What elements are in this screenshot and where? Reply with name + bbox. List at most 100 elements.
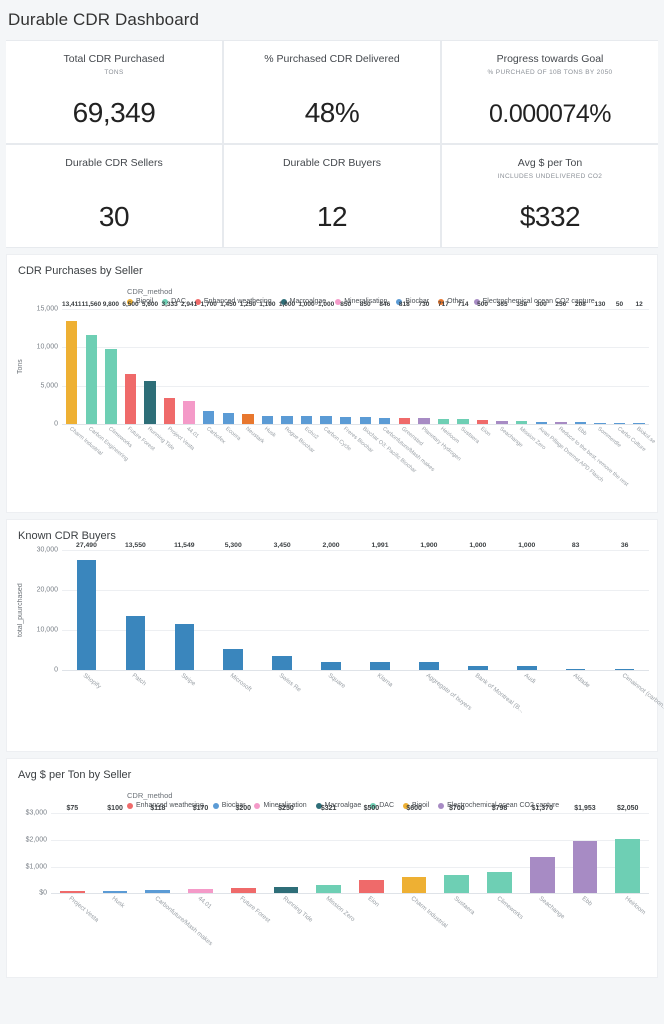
bar[interactable]: 3,450 xyxy=(272,542,292,670)
x-axis-slot: Aggregate of buyers xyxy=(404,670,473,741)
bar-value-label: $250 xyxy=(278,805,294,813)
bar[interactable]: $100 xyxy=(102,805,128,894)
bar-value-label: 11,560 xyxy=(81,301,102,308)
bar[interactable]: 27,490 xyxy=(76,542,97,670)
bar[interactable]: 365 xyxy=(496,301,508,424)
bar[interactable]: 2,941 xyxy=(181,301,197,424)
bar-slot: 1,000 xyxy=(297,301,317,424)
bar[interactable]: $700 xyxy=(444,805,470,894)
bar[interactable]: 714 xyxy=(457,301,469,424)
bar[interactable]: 6,500 xyxy=(122,301,139,424)
bar-slot: $500 xyxy=(350,805,393,894)
legend-item[interactable]: Mineralisation xyxy=(254,802,307,809)
bar[interactable]: 358 xyxy=(516,301,528,424)
bar[interactable]: 1,000 xyxy=(318,301,334,424)
legend-item[interactable]: DAC xyxy=(162,298,186,305)
bar[interactable]: $798 xyxy=(487,805,512,894)
bar[interactable]: 12 xyxy=(633,301,645,424)
bar[interactable]: 818 xyxy=(398,301,411,424)
bar[interactable]: $1,370 xyxy=(529,805,555,894)
bar[interactable]: 11,549 xyxy=(174,542,195,670)
bar[interactable]: 1,900 xyxy=(419,542,439,670)
kpi-label: % Purchased CDR Delivered xyxy=(264,53,400,65)
bar[interactable]: 208 xyxy=(574,301,587,424)
bar[interactable]: 1,250 xyxy=(240,301,256,424)
bar[interactable]: 83 xyxy=(565,542,586,670)
bar[interactable]: 850 xyxy=(339,301,352,424)
bar[interactable]: $75 xyxy=(59,805,85,894)
bar[interactable]: 1,700 xyxy=(201,301,217,424)
bar-slot: 208 xyxy=(571,301,591,424)
bar[interactable]: 300 xyxy=(535,301,547,424)
bar-value-label: 1,250 xyxy=(239,301,256,308)
bar[interactable]: 13,550 xyxy=(125,542,146,670)
bar[interactable]: 1,000 xyxy=(279,301,295,424)
bar[interactable]: 1,100 xyxy=(259,301,276,424)
bar[interactable]: 1,991 xyxy=(370,542,390,670)
bar[interactable]: $321 xyxy=(316,805,342,894)
bar[interactable]: 11,560 xyxy=(82,301,101,424)
bar[interactable]: 5,300 xyxy=(223,542,243,670)
x-axis-slot: Carbofex xyxy=(199,424,226,502)
legend-item[interactable]: DAC xyxy=(370,802,394,809)
legend-item[interactable]: Biooil xyxy=(127,298,153,305)
bar[interactable]: $600 xyxy=(401,805,427,894)
bar[interactable]: 1,000 xyxy=(298,301,315,424)
bar-slot: 714 xyxy=(453,301,473,424)
x-axis-tick-label: 44.01 xyxy=(196,895,213,911)
x-axis-slot: Heirloom xyxy=(434,424,461,502)
bar[interactable]: 2,000 xyxy=(321,542,341,670)
bar-value-label: 365 xyxy=(496,301,508,308)
gridline xyxy=(62,347,649,349)
legend-item[interactable]: Electrochemical ocean CO2 capture xyxy=(438,802,559,809)
bar[interactable]: $1,953 xyxy=(572,805,598,894)
bar[interactable]: 730 xyxy=(418,301,430,424)
bar[interactable]: 3,333 xyxy=(161,301,178,424)
plot-body: Tons 0 5,000 10,000 15,000 13,411 11,560 9,800 6… xyxy=(15,301,649,428)
legend-item[interactable]: Enhanced weathering xyxy=(127,802,204,809)
legend-item[interactable]: Electrochemical ocean CO2 capture xyxy=(473,298,595,305)
bar[interactable]: $500 xyxy=(359,805,384,894)
bar[interactable]: 850 xyxy=(359,301,371,424)
x-axis-tick-label: Sustaera xyxy=(452,895,476,917)
bar-slot: 2,000 xyxy=(307,542,356,670)
bar[interactable]: 846 xyxy=(379,301,391,424)
bar-slot: 83 xyxy=(551,542,600,670)
bar[interactable]: 1,450 xyxy=(220,301,236,424)
legend-item[interactable]: Biooil xyxy=(403,802,429,809)
bar[interactable]: 717 xyxy=(437,301,450,424)
legend-item[interactable]: Biochar xyxy=(396,298,429,305)
x-axis-slot: Rogue Biochar xyxy=(277,424,315,502)
bar[interactable]: 9,800 xyxy=(103,301,119,424)
gridline xyxy=(62,385,649,387)
bar[interactable]: 130 xyxy=(594,301,606,424)
bar[interactable]: 13,411 xyxy=(62,301,82,424)
bar-slot: 13,411 xyxy=(62,301,82,424)
bar[interactable]: $170 xyxy=(188,805,213,894)
legend-item[interactable]: Macroalgae xyxy=(315,802,361,809)
legend-item[interactable]: Mineralisation xyxy=(335,298,387,305)
bar[interactable]: $2,050 xyxy=(615,805,641,894)
bar[interactable]: 36 xyxy=(614,542,635,670)
bar[interactable]: 50 xyxy=(613,301,626,424)
legend-item[interactable]: Enhanced weathering xyxy=(194,298,272,305)
x-axis-slot: Planetary Hydrogen xyxy=(414,424,462,502)
bar[interactable]: $200 xyxy=(230,805,256,894)
bar[interactable]: 5,600 xyxy=(142,301,158,424)
legend-item[interactable]: Macroalgae xyxy=(280,298,326,305)
bar-value-label: 717 xyxy=(438,301,449,308)
kpi-label: Progress towards Goal xyxy=(496,53,604,65)
bar[interactable]: $118 xyxy=(145,805,171,894)
bar[interactable]: 256 xyxy=(555,301,567,424)
x-axis-slot: Carbonfuture/Mash makes xyxy=(136,893,213,967)
bar[interactable]: 1,000 xyxy=(468,542,488,670)
bar-slot: 1,900 xyxy=(404,542,453,670)
bar[interactable]: $250 xyxy=(273,805,299,894)
bar-value-label: 208 xyxy=(574,301,586,308)
bar[interactable]: 1,000 xyxy=(516,542,537,670)
legend-item[interactable]: Biochar xyxy=(212,802,245,809)
x-axis-slot: Seachange xyxy=(521,893,566,967)
bar[interactable]: 500 xyxy=(476,301,489,424)
bar-slot: 1,250 xyxy=(238,301,258,424)
legend-item[interactable]: Other xyxy=(438,298,465,305)
